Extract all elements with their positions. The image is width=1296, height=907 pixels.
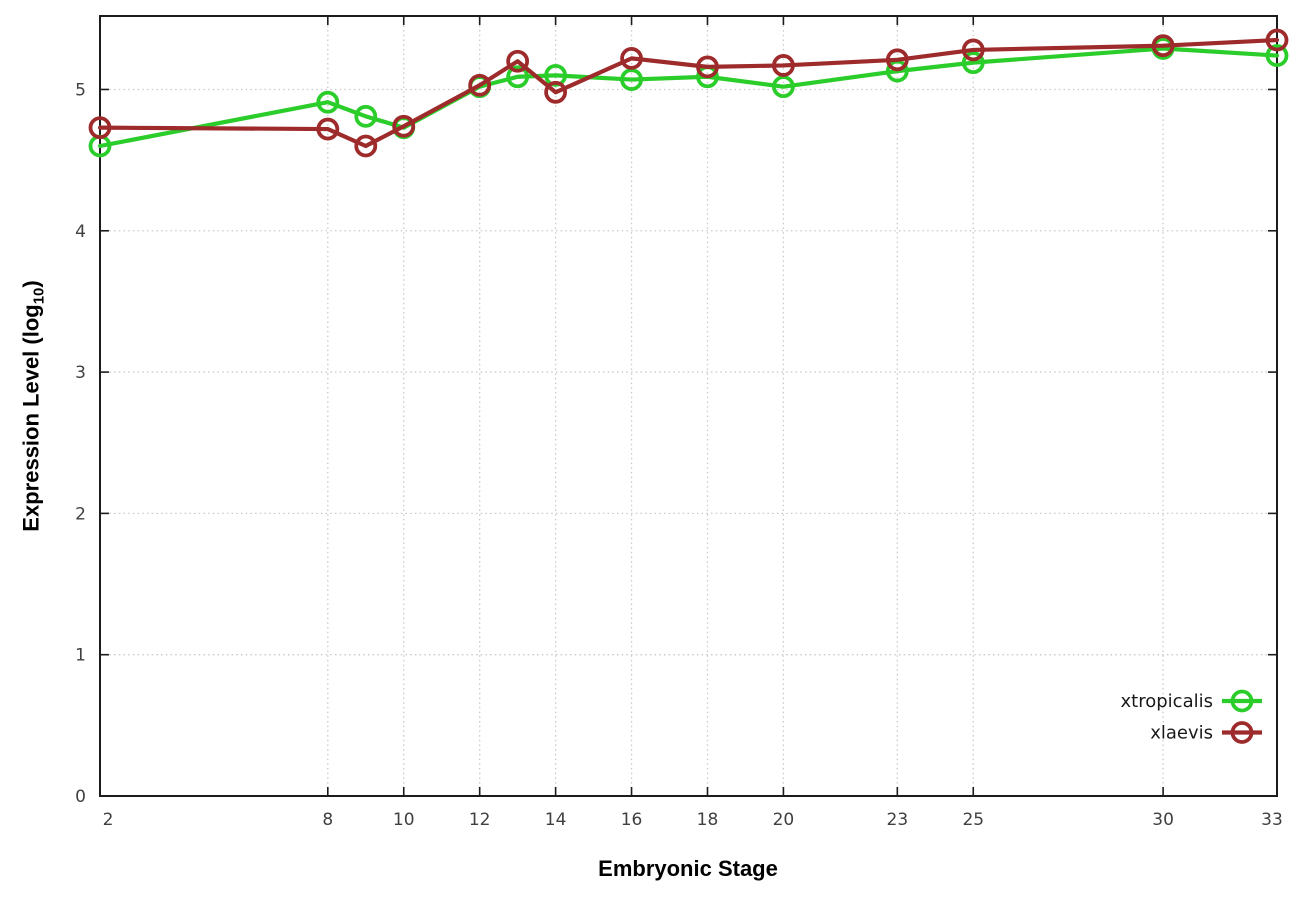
data-point-xlaevis: [506, 49, 530, 73]
x-tick-label: 18: [697, 810, 719, 830]
y-tick-label: 2: [75, 504, 86, 524]
x-tick-label: 14: [545, 810, 567, 830]
legend-label-xtropicalis: xtropicalis: [1121, 691, 1213, 712]
y-tick-label: 1: [75, 646, 86, 666]
data-point-xlaevis: [620, 46, 643, 70]
y-tick-label: 3: [75, 363, 86, 383]
x-tick-label: 33: [1261, 810, 1283, 830]
data-point-xlaevis: [1151, 34, 1175, 58]
y-axis-title: Expression Level (log10): [18, 280, 47, 531]
y-axis-title-close: ): [18, 280, 44, 288]
plot-border: [99, 15, 1278, 797]
data-point-xtropicalis: [620, 68, 643, 91]
y-tick-label: 4: [75, 222, 86, 242]
data-point-xlaevis: [885, 48, 909, 72]
data-point-xlaevis: [1265, 28, 1289, 52]
data-point-xlaevis: [772, 54, 795, 77]
data-point-xtropicalis: [506, 65, 530, 89]
series-line-xlaevis: [97, 37, 1280, 149]
x-tick-label: 23: [887, 810, 909, 830]
data-point-xlaevis: [696, 55, 719, 79]
data-point-xlaevis: [544, 80, 568, 104]
data-point-xtropicalis: [1265, 44, 1289, 67]
data-point-xtropicalis: [544, 63, 568, 87]
x-axis-title: Embryonic Stage: [598, 856, 778, 881]
x-tick-label: 30: [1152, 810, 1174, 830]
data-point-xlaevis: [354, 134, 378, 158]
y-tick-label: 0: [75, 787, 86, 807]
legend-marker-xlaevis: [1230, 721, 1254, 744]
data-point-xlaevis: [961, 38, 985, 62]
x-tick-label: 20: [773, 810, 795, 830]
y-axis-title-subscript: 10: [30, 287, 48, 305]
data-point-xlaevis: [392, 114, 416, 138]
legend-marker-xtropicalis: [1230, 689, 1254, 713]
data-point-xlaevis: [468, 73, 492, 97]
data-point-xtropicalis: [961, 51, 985, 75]
data-point-xlaevis: [316, 117, 340, 141]
x-tick-label: 8: [322, 810, 333, 830]
data-point-xtropicalis: [772, 75, 795, 99]
x-tick-label: 16: [621, 810, 643, 830]
data-point-xtropicalis: [316, 90, 340, 114]
x-tick-label: 12: [469, 810, 491, 830]
x-tick-label: 2: [103, 810, 114, 830]
y-tick-label: 5: [75, 80, 86, 100]
data-point-xtropicalis: [354, 104, 378, 128]
legend-label-xlaevis: xlaevis: [1150, 723, 1213, 744]
x-tick-label: 10: [393, 810, 415, 830]
data-point-xlaevis: [88, 116, 112, 140]
x-tick-label: 25: [962, 810, 984, 830]
y-axis-title-text: Expression Level (log: [18, 304, 44, 532]
